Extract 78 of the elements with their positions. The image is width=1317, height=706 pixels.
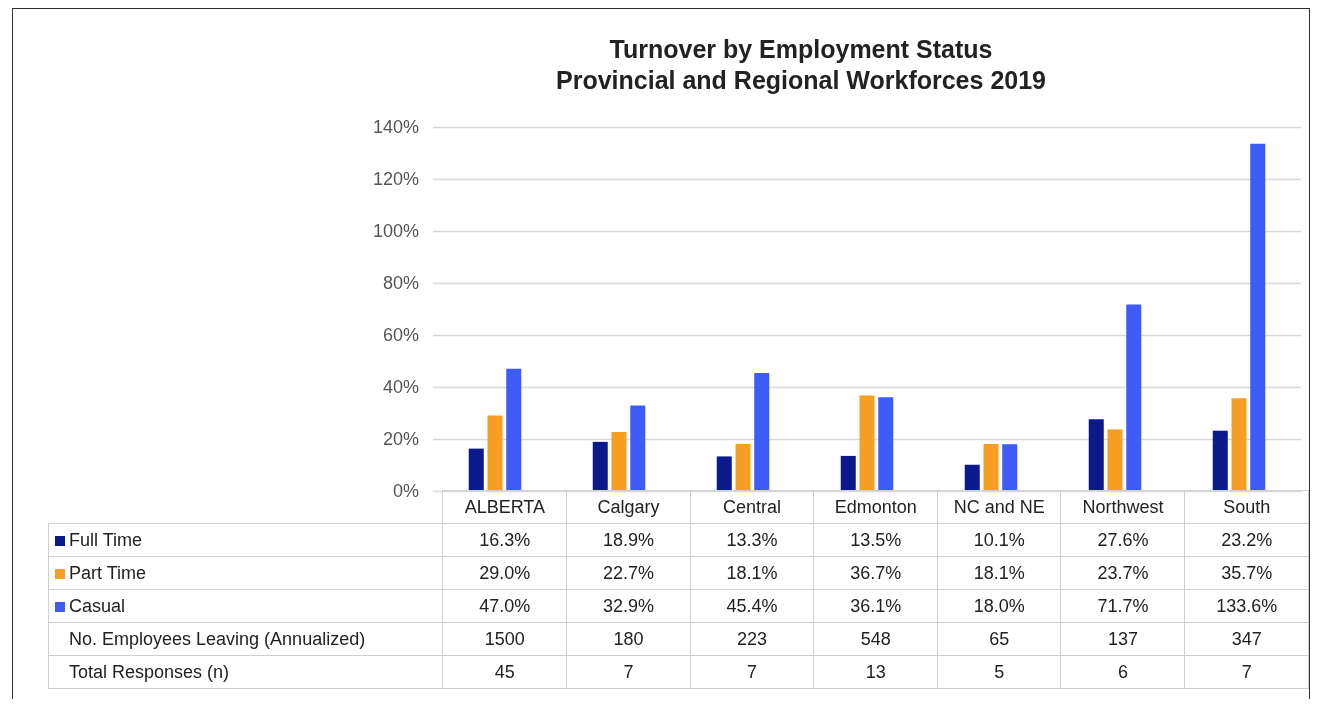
y-tick-label: 140% [372,117,419,137]
text: Total Responses (n) [48,655,443,689]
y-tick-label: 60% [382,325,419,345]
data-label: 22.7% [566,556,691,590]
y-tick-label: 80% [382,273,419,293]
bar [754,372,770,491]
data-label: 23.2% [1184,523,1309,557]
text: 180 [566,622,691,656]
data-label: 18.1% [690,556,814,590]
text: 65 [937,622,1061,656]
text: 7 [690,655,814,689]
data-label: 23.7% [1060,556,1185,590]
bar [1250,143,1266,491]
bar [859,395,875,491]
y-tick-label: 20% [382,429,419,449]
text: 7 [1184,655,1309,689]
data-label: 36.7% [813,556,938,590]
bar [468,448,484,491]
text: No. Employees Leaving (Annualized) [48,622,443,656]
text: 137 [1060,622,1185,656]
data-label: 13.5% [813,523,938,557]
text: 5 [937,655,1061,689]
data-label: 36.1% [813,589,938,623]
bar [1212,430,1228,491]
bar [735,443,751,491]
data-label: 18.9% [566,523,691,557]
text: 6 [1060,655,1185,689]
x-tick-label: Calgary [566,490,691,524]
x-tick-label: ALBERTA [442,490,567,524]
x-tick-label: South [1184,490,1309,524]
bar [487,415,503,491]
data-label: 18.1% [937,556,1061,590]
y-tick-label: 100% [372,221,419,241]
data-label: 18.0% [937,589,1061,623]
y-tick-label: 120% [372,169,419,189]
x-tick-label: Central [690,490,814,524]
x-tick-label: NC and NE [937,490,1061,524]
legend-label: Casual [48,589,443,623]
text: 347 [1184,622,1309,656]
data-label: 71.7% [1060,589,1185,623]
text: 13 [813,655,938,689]
data-label: 10.1% [937,523,1061,557]
x-tick-label: Edmonton [813,490,938,524]
text: 548 [813,622,938,656]
bar [1002,444,1018,491]
bar [1107,429,1123,491]
data-label: 27.6% [1060,523,1185,557]
bar [983,443,999,491]
text: 1500 [442,622,567,656]
x-tick-label: Northwest [1060,490,1185,524]
text: 223 [690,622,814,656]
chart-title: Turnover by Employment Status [609,34,993,63]
text: 45 [442,655,567,689]
data-label: 13.3% [690,523,814,557]
bar [1088,419,1104,491]
legend-label: Full Time [48,523,443,557]
bar [878,397,894,491]
chart-subtitle: Provincial and Regional Workforces 2019 [556,65,1046,94]
bar [611,431,627,491]
data-label: 35.7% [1184,556,1309,590]
text: 7 [566,655,691,689]
bar [1231,398,1247,491]
y-tick-label: 40% [382,377,419,397]
data-label: 16.3% [442,523,567,557]
data-label: 47.0% [442,589,567,623]
bar [506,368,522,491]
bar [840,455,856,491]
bar [630,405,646,491]
legend-label: Part Time [48,556,443,590]
data-label: 45.4% [690,589,814,623]
data-label: 133.6% [1184,589,1309,623]
y-tick-label: 0% [392,481,419,501]
bar [592,441,608,491]
bar [1126,304,1142,491]
data-label: 32.9% [566,589,691,623]
data-label: 29.0% [442,556,567,590]
bar [964,464,980,491]
bar [716,456,732,491]
